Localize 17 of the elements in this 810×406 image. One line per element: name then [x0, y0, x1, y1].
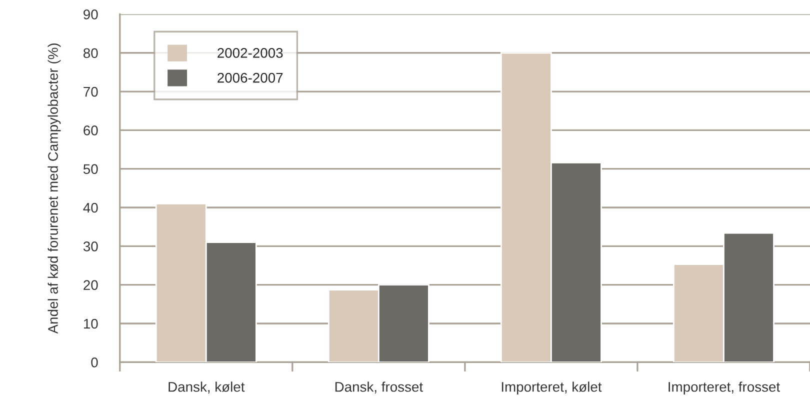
y-axis-title: Andel af kød forurenet med Campylobacter (%) — [48, 44, 61, 334]
y-tick-label: 40 — [83, 202, 98, 213]
y-tick-label: 20 — [84, 280, 98, 290]
y-tick-label: 0 — [91, 357, 98, 368]
y-tick-label: 70 — [84, 86, 98, 97]
x-tick-label: Importeret, frosset — [668, 382, 780, 395]
x-tick-label: Importeret, kølet — [502, 382, 602, 395]
legend-label: 2002-2003 — [218, 48, 283, 58]
x-tick-label: Dansk, frosset — [335, 382, 423, 394]
legend-label: 2006-2007 — [218, 72, 283, 83]
y-tick-label: 30 — [83, 242, 98, 252]
y-tick-label: 10 — [84, 318, 98, 329]
y-tick-label: 90 — [84, 10, 98, 20]
y-tick-label: 50 — [83, 164, 98, 174]
y-tick-label: 80 — [84, 48, 98, 58]
x-tick-label: Dansk, kølet — [168, 382, 245, 394]
y-tick-label: 60 — [84, 126, 98, 136]
